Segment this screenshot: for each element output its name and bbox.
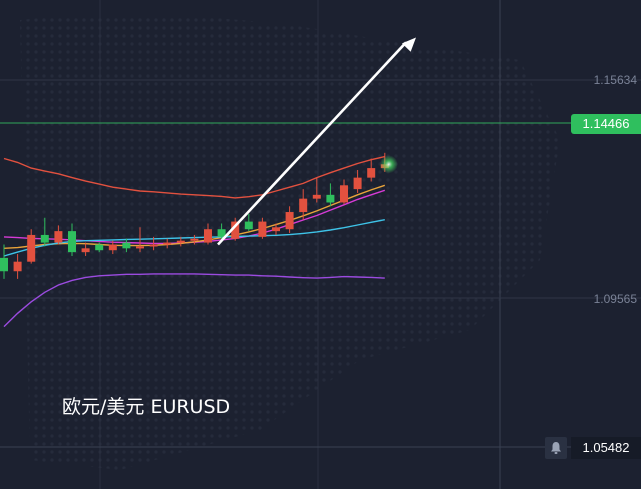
candle-body (190, 238, 199, 241)
live-price-dot (379, 155, 398, 174)
current-price-badge: 1.14466 (571, 114, 641, 134)
candle-body (285, 212, 294, 230)
candle-body (231, 221, 240, 239)
candle-body (272, 227, 280, 232)
trend-arrow-head (401, 37, 416, 52)
candle-body (244, 221, 253, 230)
price-alert[interactable]: 1.05482 (545, 437, 641, 459)
candle-body (13, 261, 22, 272)
candle-body (149, 244, 158, 247)
candle-body (27, 234, 36, 262)
candle-body (176, 240, 185, 243)
candle-body (340, 185, 348, 203)
candle-body (95, 244, 104, 251)
candle-body (367, 168, 376, 178)
candle-body (81, 248, 90, 253)
candle-body (326, 194, 335, 203)
candle-body (40, 234, 49, 243)
y-tick-label: 1.15634 (593, 73, 637, 87)
candle-body (54, 231, 63, 243)
trend-arrow-shaft (217, 41, 407, 246)
candle-body (258, 221, 267, 237)
trend-arrow (217, 37, 416, 246)
candle-body (0, 257, 8, 272)
candle-body (353, 177, 362, 190)
world-map-backdrop (20, 15, 560, 471)
candle-body (68, 231, 76, 253)
candle-body (163, 242, 172, 245)
candle-body (312, 194, 321, 199)
candle-body (122, 242, 131, 249)
indicator-line (3, 155, 385, 199)
y-tick-label: 1.09565 (593, 292, 637, 306)
candle-body (299, 198, 308, 213)
alert-price-label[interactable]: 1.05482 (571, 437, 641, 459)
indicator-line (3, 273, 385, 328)
bell-icon[interactable] (545, 437, 567, 459)
candle-body (136, 246, 144, 249)
candle-body (108, 244, 117, 251)
candle-body (217, 229, 226, 237)
candles (0, 152, 389, 279)
pair-label: 欧元/美元 EURUSD (62, 396, 231, 418)
candle-body (204, 229, 212, 243)
